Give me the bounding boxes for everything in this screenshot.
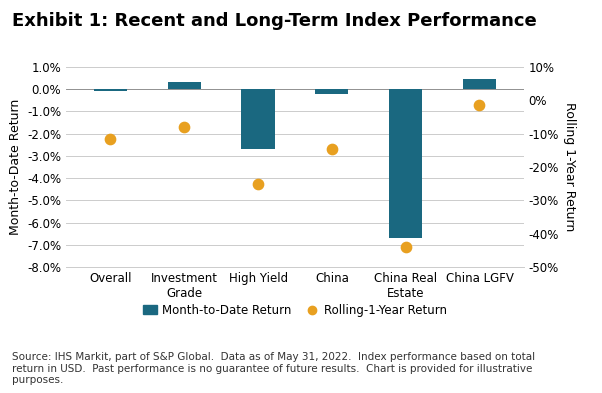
Point [474,102,484,108]
Bar [389,89,422,238]
Point [253,181,263,187]
Bar [463,79,496,89]
Point [106,136,116,142]
Text: Exhibit 1: Recent and Long-Term Index Performance: Exhibit 1: Recent and Long-Term Index Pe… [12,12,537,30]
Bar [315,89,349,94]
Bar [94,89,127,91]
Point [327,145,337,152]
Text: Source: IHS Markit, part of S&P Global.  Data as of May 31, 2022.  Index perform: Source: IHS Markit, part of S&P Global. … [12,352,535,385]
Point [179,124,189,130]
Legend: Month-to-Date Return, Rolling-1-Year Return: Month-to-Date Return, Rolling-1-Year Ret… [138,299,452,321]
Bar [168,83,201,89]
Point [401,244,411,250]
Bar [241,89,275,149]
Y-axis label: Month-to-Date Return: Month-to-Date Return [8,99,22,235]
Y-axis label: Rolling 1-Year Return: Rolling 1-Year Return [563,103,576,231]
